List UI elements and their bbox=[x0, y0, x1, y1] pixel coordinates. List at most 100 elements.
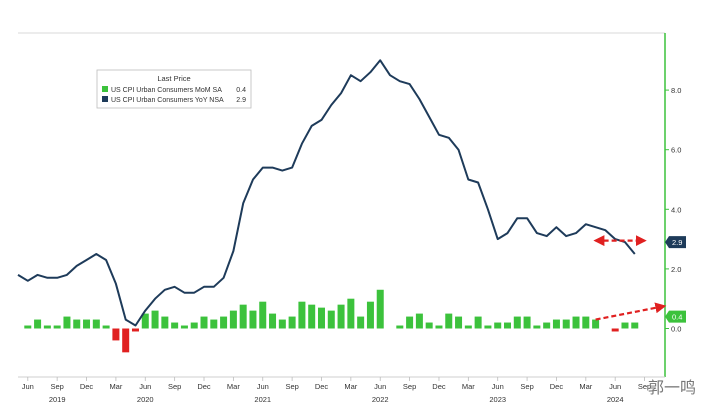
mom-bar bbox=[200, 316, 208, 329]
x-month-label: Jun bbox=[374, 382, 386, 391]
mom-bar bbox=[288, 316, 296, 329]
x-month-label: Dec bbox=[432, 382, 446, 391]
mom-bar bbox=[210, 319, 218, 329]
x-month-label: Sep bbox=[403, 382, 416, 391]
mom-bar bbox=[562, 319, 570, 329]
legend-box bbox=[96, 69, 252, 109]
last-value-tag-label: 0.4 bbox=[672, 313, 682, 322]
watermark: 郭一鸣 bbox=[648, 379, 696, 397]
x-month-label: Jun bbox=[139, 382, 151, 391]
x-month-label: Jun bbox=[492, 382, 504, 391]
mom-bar bbox=[83, 319, 91, 329]
x-year-label: 2023 bbox=[489, 395, 506, 404]
mom-bar bbox=[504, 322, 511, 329]
mom-bar bbox=[122, 328, 130, 353]
mom-bars bbox=[24, 289, 639, 353]
mom-bar bbox=[278, 319, 286, 329]
mom-bar bbox=[131, 328, 139, 332]
mom-bar bbox=[523, 316, 531, 329]
mom-bar bbox=[308, 304, 316, 329]
mom-bar bbox=[572, 316, 580, 329]
x-month-label: Sep bbox=[285, 382, 298, 391]
legend-title: Last Price bbox=[157, 74, 190, 83]
arrow-annotation bbox=[595, 302, 667, 321]
y-tick-label: 8.0 bbox=[671, 86, 681, 95]
x-axis-labels: Jun Sep Dec Mar Jun Sep Dec Mar Jun Sep Dec Mar Jun S… bbox=[22, 377, 651, 404]
mom-bar bbox=[611, 328, 619, 332]
x-month-label: Mar bbox=[579, 382, 592, 391]
mom-bar bbox=[73, 319, 81, 329]
mom-bar bbox=[24, 325, 32, 329]
legend-value-mom: 0.4 bbox=[236, 87, 246, 94]
x-month-label: Jun bbox=[609, 382, 621, 391]
mom-bar bbox=[425, 322, 433, 329]
mom-bar bbox=[396, 325, 404, 329]
mom-bar bbox=[513, 316, 521, 329]
x-month-label: Dec bbox=[197, 382, 211, 391]
mom-bar bbox=[229, 310, 237, 329]
mom-bar bbox=[190, 322, 198, 329]
last-value-tags: 2.9 0.4 bbox=[665, 236, 686, 323]
legend-value-yoy: 2.9 bbox=[236, 97, 246, 104]
mom-bar bbox=[53, 325, 61, 329]
mom-bar bbox=[582, 316, 590, 329]
mom-bar bbox=[298, 301, 306, 329]
mom-bar bbox=[415, 313, 423, 329]
mom-bar bbox=[259, 301, 267, 329]
x-month-label: Dec bbox=[315, 382, 329, 391]
mom-bar bbox=[112, 328, 120, 341]
x-month-label: Mar bbox=[109, 382, 122, 391]
x-month-label: Sep bbox=[168, 382, 181, 391]
legend-swatch-yoy bbox=[102, 96, 108, 102]
mom-bar bbox=[592, 319, 600, 329]
mom-bar bbox=[141, 313, 149, 329]
last-value-tag-label: 2.9 bbox=[672, 238, 682, 247]
mom-bar bbox=[102, 325, 110, 329]
y-tick-label: 0.0 bbox=[671, 325, 681, 334]
legend-label-yoy: US CPI Urban Consumers YoY NSA bbox=[111, 97, 224, 104]
x-month-label: Mar bbox=[344, 382, 357, 391]
mom-bar bbox=[474, 316, 482, 329]
mom-bar bbox=[435, 325, 443, 329]
mom-bar bbox=[34, 319, 42, 329]
x-month-label: Sep bbox=[50, 382, 63, 391]
legend: Last Price US CPI Urban Consumers MoM SA… bbox=[96, 69, 252, 109]
mom-bar bbox=[533, 325, 541, 329]
mom-bar bbox=[366, 301, 374, 329]
mom-bar bbox=[406, 316, 414, 329]
y-tick-label: 6.0 bbox=[671, 146, 681, 155]
legend-swatch-mom bbox=[102, 86, 108, 92]
y-tick-label: 4.0 bbox=[671, 205, 681, 214]
x-year-label: 2024 bbox=[607, 395, 624, 404]
x-year-label: 2019 bbox=[49, 395, 66, 404]
mom-bar bbox=[631, 322, 639, 329]
mom-bar bbox=[621, 322, 629, 329]
mom-bar bbox=[63, 316, 71, 329]
mom-bar bbox=[269, 313, 277, 329]
x-month-label: Sep bbox=[520, 382, 533, 391]
mom-bar bbox=[357, 316, 365, 329]
x-month-label: Mar bbox=[462, 382, 475, 391]
mom-bar bbox=[445, 313, 453, 329]
mom-bar bbox=[180, 325, 188, 329]
mom-bar bbox=[43, 325, 51, 329]
mom-bar bbox=[464, 325, 472, 329]
mom-bar bbox=[171, 322, 179, 329]
x-month-label: Sep bbox=[638, 382, 651, 391]
x-year-label: 2020 bbox=[137, 395, 154, 404]
mom-bar bbox=[494, 322, 502, 329]
mom-bar bbox=[220, 316, 228, 329]
mom-bar bbox=[376, 289, 384, 329]
mom-bar bbox=[239, 304, 247, 329]
mom-bar bbox=[337, 304, 345, 329]
legend-label-mom: US CPI Urban Consumers MoM SA bbox=[111, 87, 222, 94]
x-month-label: Jun bbox=[22, 382, 34, 391]
mom-bar bbox=[151, 310, 159, 329]
yoy-line bbox=[17, 59, 636, 327]
mom-bar bbox=[347, 298, 355, 329]
x-month-label: Mar bbox=[227, 382, 240, 391]
mom-bar bbox=[161, 316, 169, 329]
mom-bar bbox=[317, 307, 325, 329]
last-value-tag-bg bbox=[665, 236, 686, 249]
